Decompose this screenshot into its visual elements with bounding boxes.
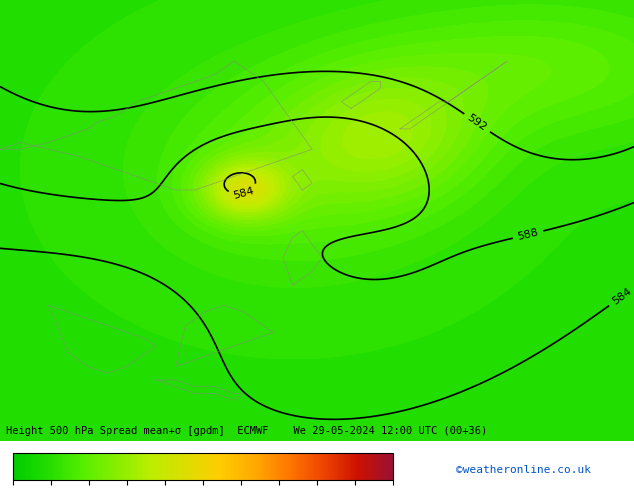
Text: 584: 584: [232, 186, 256, 201]
Text: Height 500 hPa Spread mean+σ [gpdm]  ECMWF    We 29-05-2024 12:00 UTC (00+36): Height 500 hPa Spread mean+σ [gpdm] ECMW…: [6, 426, 488, 436]
Text: 592: 592: [465, 113, 489, 133]
Text: ©weatheronline.co.uk: ©weatheronline.co.uk: [456, 466, 590, 475]
Text: 588: 588: [517, 227, 540, 242]
Text: 584: 584: [611, 286, 633, 307]
